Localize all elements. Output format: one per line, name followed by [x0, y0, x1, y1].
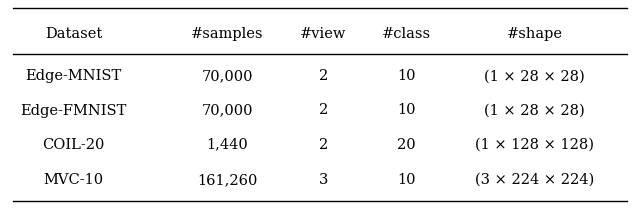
Text: (1 × 128 × 128): (1 × 128 × 128)	[475, 138, 594, 152]
Text: 10: 10	[397, 69, 415, 83]
Text: 2: 2	[319, 103, 328, 118]
Text: 161,260: 161,260	[197, 173, 257, 187]
Text: (1 × 28 × 28): (1 × 28 × 28)	[484, 69, 585, 83]
Text: COIL-20: COIL-20	[42, 138, 105, 152]
Text: 70,000: 70,000	[202, 69, 253, 83]
Text: Edge-MNIST: Edge-MNIST	[26, 69, 122, 83]
Text: MVC-10: MVC-10	[44, 173, 104, 187]
Text: #view: #view	[300, 27, 346, 41]
Text: 1,440: 1,440	[206, 138, 248, 152]
Text: 3: 3	[319, 173, 328, 187]
Text: 70,000: 70,000	[202, 103, 253, 118]
Text: Dataset: Dataset	[45, 27, 102, 41]
Text: 10: 10	[397, 173, 415, 187]
Text: #shape: #shape	[506, 27, 563, 41]
Text: (3 × 224 × 224): (3 × 224 × 224)	[475, 173, 594, 187]
Text: 2: 2	[319, 138, 328, 152]
Text: 2: 2	[319, 69, 328, 83]
Text: Edge-FMNIST: Edge-FMNIST	[20, 103, 127, 118]
Text: #samples: #samples	[191, 27, 264, 41]
Text: #class: #class	[382, 27, 431, 41]
Text: (1 × 28 × 28): (1 × 28 × 28)	[484, 103, 585, 118]
Text: 20: 20	[397, 138, 416, 152]
Text: 10: 10	[397, 103, 415, 118]
